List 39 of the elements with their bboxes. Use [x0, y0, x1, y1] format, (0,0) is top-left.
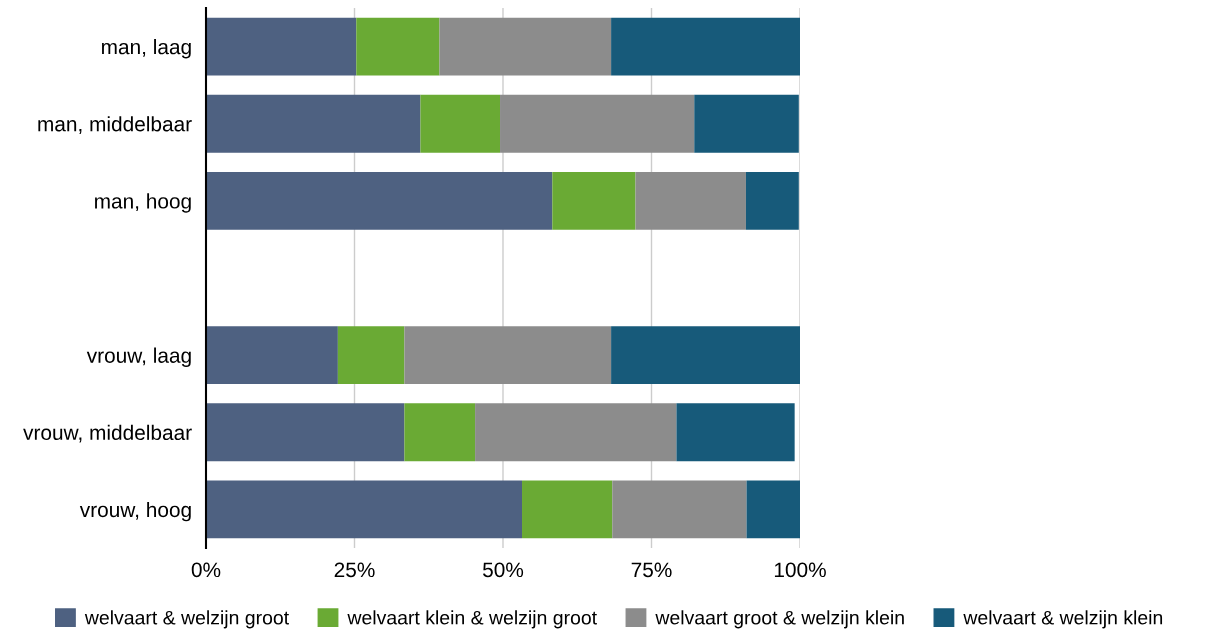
y-tick-label: man, middelbaar: [38, 116, 192, 134]
bar: [500, 94, 695, 153]
bar: [676, 403, 795, 462]
y-tick-label: vrouw, hoog: [79, 501, 191, 522]
bar: [611, 326, 800, 385]
bar: [611, 17, 800, 76]
y-tick-label: vrouw, laag: [86, 347, 191, 368]
x-tick-label: 25%: [334, 562, 375, 578]
bar: [206, 94, 421, 153]
bar: [522, 480, 613, 539]
bar: [206, 403, 405, 462]
bar: [206, 171, 553, 230]
y-tick-label: vrouw, middelbaar: [23, 424, 192, 443]
legend-label: welvaart & welzijn klein: [963, 610, 1163, 629]
bar: [356, 17, 440, 76]
legend-label: welvaart & welzijn groot: [84, 610, 289, 629]
y-tick-label: man, hoog: [95, 193, 191, 213]
bar: [206, 480, 523, 539]
bar: [420, 94, 501, 153]
x-tick-label: 0%: [191, 562, 221, 578]
bar: [337, 326, 405, 385]
bar: [612, 480, 747, 539]
bar: [439, 17, 612, 76]
y-tick-label: man, laag: [102, 39, 191, 59]
bar: [746, 480, 800, 539]
bar: [552, 171, 636, 230]
bar: [635, 171, 746, 230]
x-tick-label: 100%: [774, 562, 826, 578]
bar: [404, 403, 476, 462]
bar: [694, 94, 799, 153]
bar: [206, 326, 338, 385]
bar: [745, 171, 799, 230]
legend-label: welvaart klein & welzijn groot: [347, 610, 597, 629]
x-tick-label: 50%: [482, 562, 524, 578]
bar: [475, 403, 677, 462]
bar: [404, 326, 612, 385]
x-tick-label: 75%: [631, 562, 672, 578]
legend-label: welvaart groot & welzijn klein: [655, 610, 904, 629]
bar: [206, 17, 357, 76]
